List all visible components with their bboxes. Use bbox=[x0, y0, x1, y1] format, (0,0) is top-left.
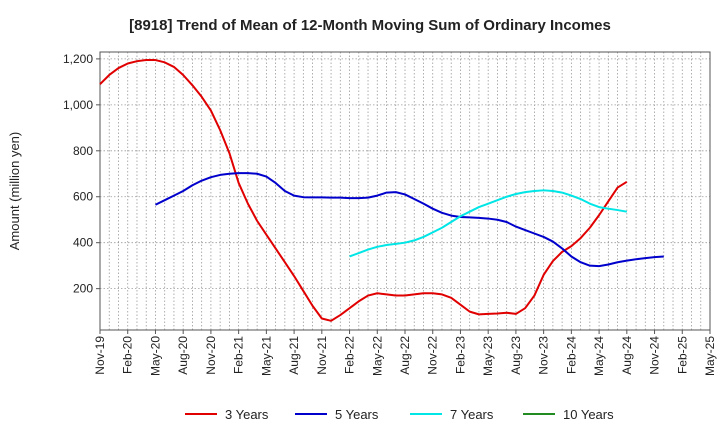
x-tick-label: Nov-21 bbox=[315, 336, 329, 375]
x-tick-label: Nov-24 bbox=[648, 336, 662, 375]
x-axis: Nov-19 Feb-20 May-20 Aug-20 Nov-20 Feb-21 May-… bbox=[93, 330, 717, 376]
legend-label-7-years: 7 Years bbox=[450, 407, 494, 422]
x-tick-label: May-23 bbox=[481, 336, 495, 376]
grid bbox=[100, 52, 710, 330]
x-tick-label: May-21 bbox=[259, 336, 273, 376]
legend: 3 Years 5 Years 7 Years 10 Years bbox=[185, 407, 614, 422]
x-tick-label: Feb-22 bbox=[343, 336, 357, 374]
x-tick-label: Feb-23 bbox=[453, 336, 467, 374]
y-tick-label: 1,200 bbox=[63, 52, 93, 66]
y-tick-label: 800 bbox=[73, 144, 93, 158]
y-axis: 200 400 600 800 1,000 1,200 bbox=[63, 52, 100, 296]
x-tick-label: Aug-22 bbox=[398, 336, 412, 375]
legend-label-10-years: 10 Years bbox=[563, 407, 614, 422]
x-tick-label: Aug-21 bbox=[287, 336, 301, 375]
x-tick-label: Nov-19 bbox=[93, 336, 107, 375]
y-tick-label: 200 bbox=[73, 282, 93, 296]
chart-title: [8918] Trend of Mean of 12-Month Moving … bbox=[129, 17, 611, 34]
x-tick-label: Nov-23 bbox=[537, 336, 551, 375]
x-tick-label: Nov-20 bbox=[204, 336, 218, 375]
series-line-5-years bbox=[155, 172, 664, 268]
x-tick-label: May-20 bbox=[148, 336, 162, 376]
y-tick-label: 1,000 bbox=[63, 98, 93, 112]
x-tick-label: Feb-25 bbox=[675, 336, 689, 374]
x-tick-label: Feb-20 bbox=[121, 336, 135, 374]
x-tick-label: May-24 bbox=[592, 336, 606, 376]
x-tick-label: Aug-20 bbox=[176, 336, 190, 375]
x-tick-label: Feb-24 bbox=[564, 336, 578, 374]
x-tick-label: Nov-22 bbox=[426, 336, 440, 375]
series-lines bbox=[99, 59, 664, 322]
x-tick-label: Feb-21 bbox=[232, 336, 246, 374]
legend-label-5-years: 5 Years bbox=[335, 407, 379, 422]
x-tick-label: Aug-24 bbox=[620, 336, 634, 375]
x-tick-label: Aug-23 bbox=[509, 336, 523, 375]
x-tick-label: May-22 bbox=[370, 336, 384, 376]
y-tick-label: 400 bbox=[73, 236, 93, 250]
y-axis-label: Amount (million yen) bbox=[7, 132, 22, 251]
y-tick-label: 600 bbox=[73, 190, 93, 204]
series-line-7-years bbox=[349, 189, 627, 258]
series-line-3-years bbox=[99, 59, 628, 322]
x-tick-label: May-25 bbox=[703, 336, 717, 376]
legend-label-3-years: 3 Years bbox=[225, 407, 269, 422]
